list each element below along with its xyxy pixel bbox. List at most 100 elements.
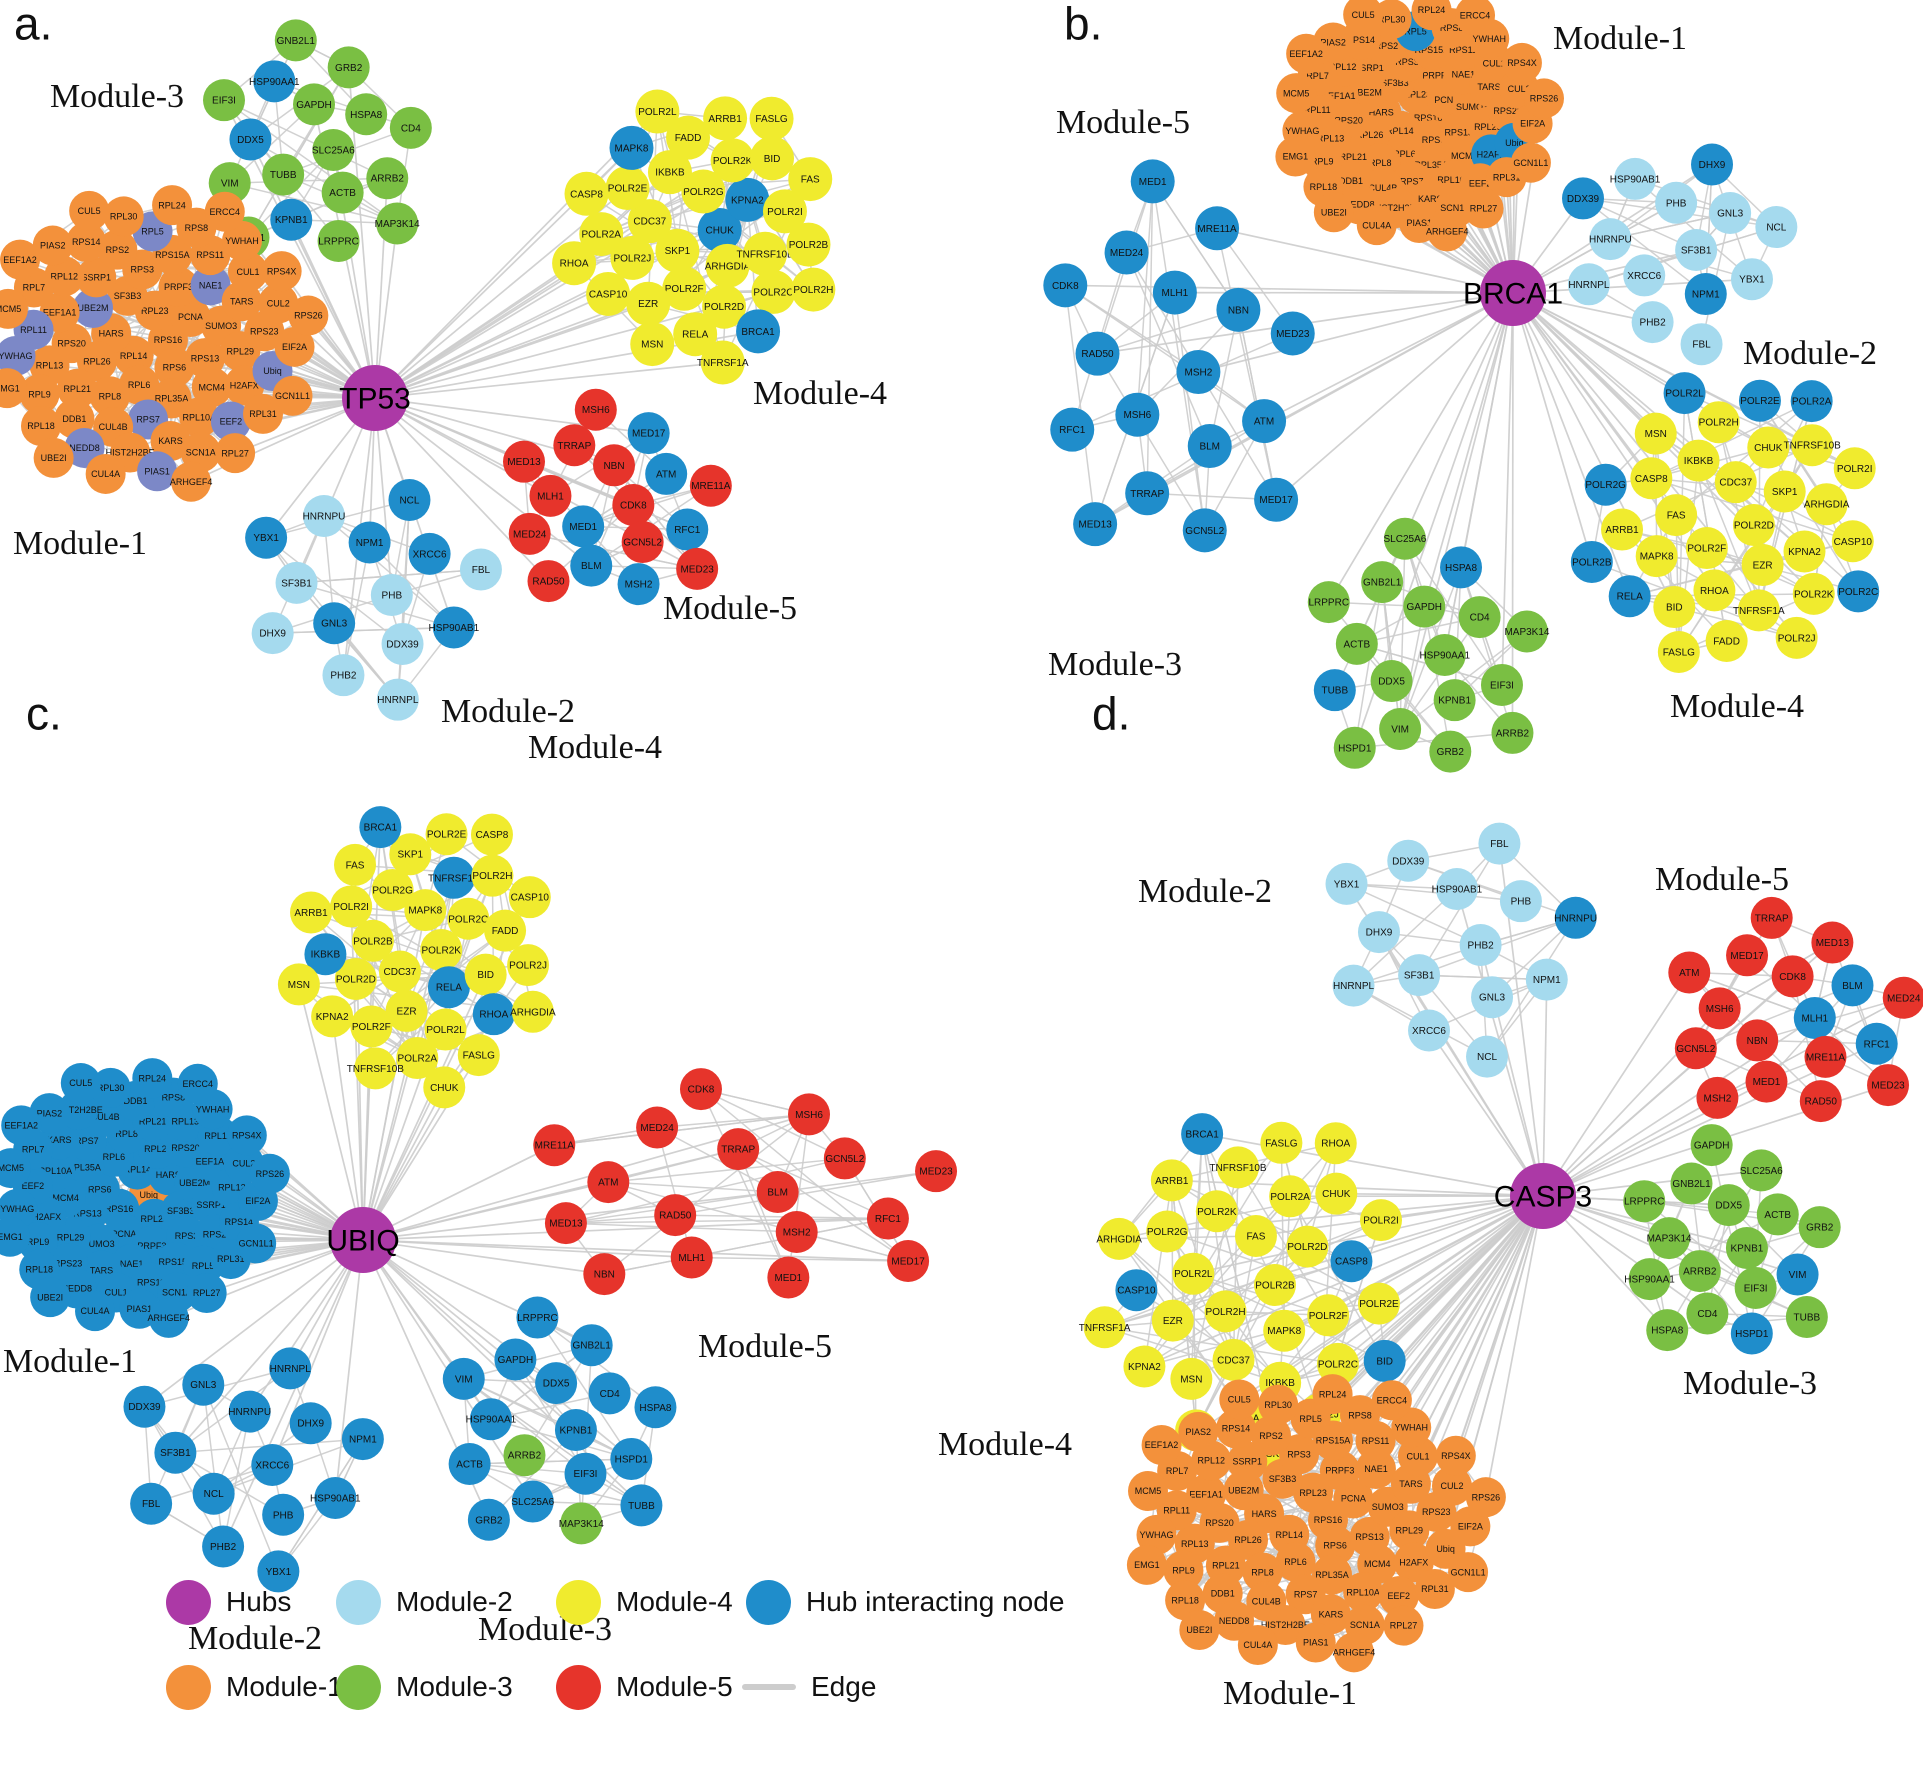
network-node: NBN (583, 1253, 626, 1296)
node-circle (1646, 1309, 1689, 1352)
node-label: MED24 (1887, 993, 1921, 1004)
node-label: HSPA8 (639, 1403, 671, 1414)
node-label: EZR (1753, 560, 1773, 571)
node-circle (654, 1194, 697, 1237)
node-label: NEDD8 (62, 1284, 93, 1294)
edge (1690, 1183, 1709, 1314)
network-node: POLR2I (762, 189, 807, 234)
network-node: KARS (150, 421, 191, 462)
node-label: FASLG (463, 1051, 495, 1062)
node-circle (1707, 1184, 1750, 1227)
node-label: ARRB1 (708, 114, 742, 125)
network-node: NBN (1216, 287, 1261, 332)
node-label: RHOA (1321, 1139, 1350, 1150)
node-circle (511, 990, 554, 1033)
node-circle (1435, 868, 1478, 911)
node-label: SCN1A (1350, 1620, 1380, 1630)
node-circle (1073, 502, 1118, 547)
node-circle (717, 1128, 760, 1171)
node-label: NAE1 (1364, 1464, 1388, 1474)
network-node: GRB2 (1429, 730, 1472, 773)
network-node: SKP1 (655, 228, 700, 273)
network-node: MSH6 (1698, 987, 1741, 1030)
node-label: CUL5 (1352, 10, 1375, 20)
node-circle (251, 1444, 294, 1486)
network-node: XRCC6 (1408, 1009, 1451, 1052)
node-label: POLR2H (1206, 1307, 1246, 1318)
node-label: NEDD8 (1344, 200, 1375, 210)
node-label: ARHGDIA (705, 261, 751, 272)
network-node: MED13 (503, 440, 546, 483)
network-node: HNRNPL (269, 1347, 312, 1390)
node-label: SKP1 (1266, 1449, 1292, 1460)
network-node: POLR2K (710, 138, 755, 183)
node-circle (1693, 569, 1736, 612)
node-circle (562, 505, 605, 548)
node-label: CUL4A (1243, 1640, 1272, 1650)
edge (565, 1217, 888, 1224)
node-circle (1783, 530, 1826, 573)
node-label: SCN1A (1440, 203, 1470, 213)
node-label: PCNA (1341, 1494, 1366, 1504)
node-label: RPL6 (128, 380, 151, 390)
edge (1346, 883, 1521, 902)
network-node: RPS8 (1340, 1395, 1381, 1436)
node-label: HSPD1 (1735, 1329, 1769, 1340)
network-node: PRPF3 (158, 266, 199, 307)
node-label: MLH1 (1801, 1014, 1828, 1025)
node-circle (1776, 1253, 1819, 1296)
network-node: RPL24 (1411, 0, 1452, 31)
network-node: RPL21 (57, 368, 98, 409)
node-label: CUL5 (69, 1078, 92, 1088)
node-label: FAS (1667, 511, 1686, 522)
node-circle (1584, 463, 1627, 506)
network-node: RHOA (552, 241, 597, 286)
node-label: DDB1 (123, 1096, 147, 1106)
edge (603, 1113, 810, 1275)
node-label: MSH6 (1123, 410, 1151, 421)
node-circle (535, 1362, 578, 1405)
node-label: RPL13 (1317, 133, 1345, 143)
network-node: POLR2K (1195, 1190, 1238, 1233)
edge (1354, 582, 1383, 748)
node-circle (552, 241, 597, 286)
node-circle (570, 544, 613, 587)
node-label: RPL23 (141, 306, 169, 316)
node-label: EEF2 (1387, 1591, 1410, 1601)
node-circle (1181, 1113, 1224, 1156)
node-label: RPL30 (1264, 1400, 1292, 1410)
node-label: BID (1376, 1356, 1393, 1367)
node-circle (1195, 206, 1240, 251)
node-circle (620, 1484, 663, 1527)
edge (1428, 1030, 1544, 1197)
network-node: SLC25A6 (511, 1480, 555, 1523)
node-circle (823, 1137, 866, 1180)
network-node: POLR2J (610, 235, 655, 280)
node-circle (171, 461, 212, 502)
node-label: POLR2K (713, 156, 753, 167)
network-node: CUL2 (258, 283, 299, 324)
node-circle (588, 1372, 631, 1415)
node-label: EZR (638, 299, 658, 310)
node-label: RPS8 (185, 223, 209, 233)
node-circle (381, 622, 424, 665)
network-node: GCN1L1 (272, 375, 313, 416)
network-node: IKBKB (647, 150, 692, 195)
node-circle (327, 46, 370, 89)
node-circle (470, 813, 513, 856)
node-label: TNFRSF10B (1784, 441, 1842, 452)
hub-label: TP53 (339, 383, 411, 416)
node-label: GRB2 (475, 1515, 503, 1526)
node-label: RPS7 (75, 1136, 99, 1146)
node-label: ERCC4 (210, 207, 241, 217)
edge (469, 1463, 642, 1507)
node-circle (511, 1480, 554, 1523)
node-label: RPS14 (225, 1217, 254, 1227)
node-label: ARRB1 (1605, 525, 1639, 536)
node-label: RPS26 (294, 311, 323, 321)
node-label: RPL5 (192, 1261, 215, 1271)
edge (1651, 400, 1812, 479)
node-circle (1793, 997, 1836, 1039)
node-label: RPL5 (141, 227, 164, 237)
node-label: HSP90AA1 (1624, 1275, 1675, 1286)
